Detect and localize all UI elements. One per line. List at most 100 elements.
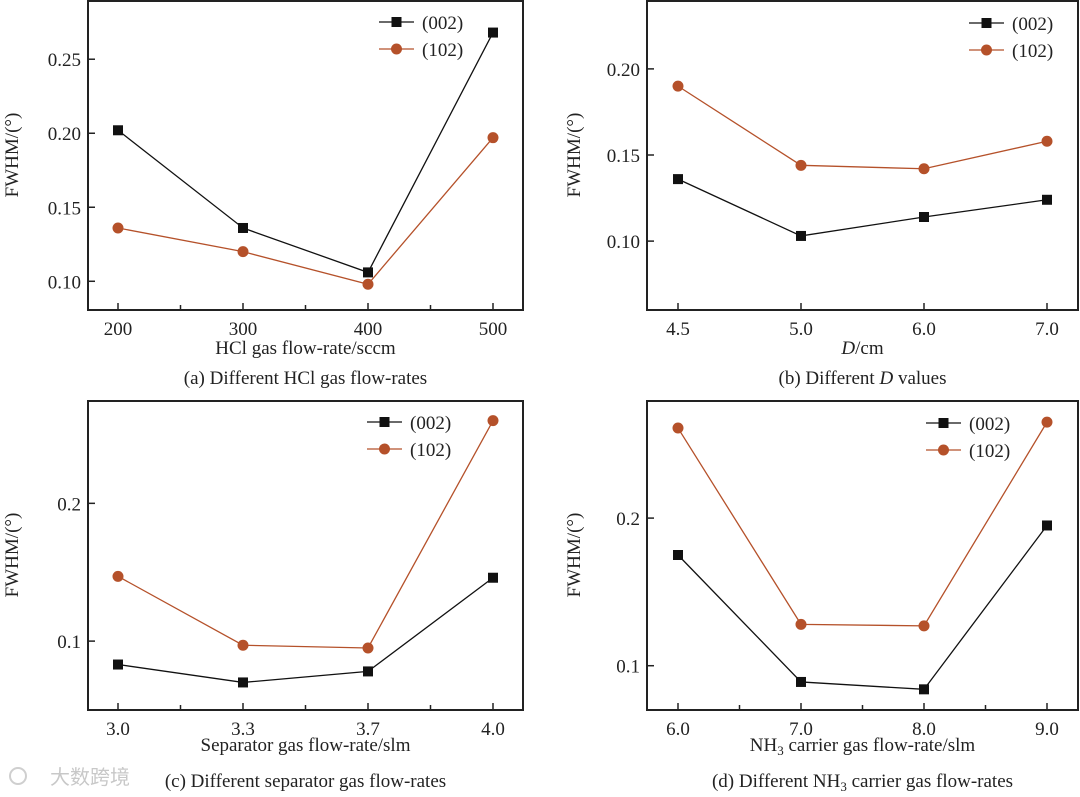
y-tick-label: 0.20 [607,60,640,81]
panel-caption-part: (c) Different separator gas flow-rates [165,771,446,792]
x-axis-label-part: D [840,338,855,359]
data-point-square [796,676,806,687]
data-point-circle [672,80,684,92]
y-axis-label: FWHM/(°) [564,113,585,198]
y-tick-label: 0.15 [607,146,640,167]
x-axis-label-part: HCl gas flow-rate/sccm [215,338,396,359]
legend-label: (002) [1012,14,1053,35]
x-axis-label-part: NH [750,735,778,756]
x-axis-label: NH3 carrier gas flow-rate/slm [750,735,976,758]
x-axis-label: HCl gas flow-rate/sccm [215,338,396,359]
data-point-square [113,659,123,670]
data-point-circle [918,620,930,632]
x-tick-label: 3.0 [106,719,130,740]
series-line-102 [677,85,1048,170]
series-line-002 [117,32,494,274]
data-point-square [113,125,123,136]
data-point-square [673,174,683,185]
series-line-002 [117,577,494,684]
series-line-102 [117,420,494,649]
watermark-text: 大数跨境 [50,765,130,789]
chart-panel-a: 200 300 400 500 0.10 0.15 0.20 0.25 FWHM/(°) HCl … [2,0,524,389]
panel-caption: (a) Different HCl gas flow-rates [184,368,427,389]
series-line-002 [677,525,1048,691]
legend-marker-square [938,418,949,428]
legend-marker-circle [391,43,402,55]
data-point-circle [672,422,684,434]
panel-caption-part: (d) Different NH [712,771,841,792]
data-point-square [1042,520,1052,531]
x-axis-label: Separator gas flow-rate/slm [201,735,411,756]
y-tick-label: 0.10 [607,232,640,253]
x-tick-label: 6.0 [912,319,936,340]
data-point-circle [362,642,374,654]
chart-panel-b: 4.5 5.0 6.0 7.0 0.10 0.15 0.20 FWHM/(°) D/cm (b) … [564,0,1079,389]
x-axis-label: D/cm [840,338,883,359]
x-tick-label: 3.7 [356,719,380,740]
data-point-square [363,666,373,677]
legend-marker-circle [981,44,992,56]
x-axis-label-part: /cm [855,338,884,359]
data-point-circle [362,278,374,290]
x-tick-label: 400 [354,319,383,340]
data-point-circle [795,618,807,630]
legend-marker-square [981,18,992,28]
legend-label: (102) [422,40,463,61]
legend-label: (002) [422,13,463,34]
panel-caption: (d) Different NH3 carrier gas flow-rates [712,771,1013,794]
plot-frame [87,400,524,711]
data-point-circle [237,246,249,258]
y-tick-label: 0.20 [48,124,81,145]
data-point-circle [795,159,807,171]
data-point-circle [112,570,124,582]
legend-label: (102) [410,440,451,461]
y-tick-label: 0.1 [616,657,640,678]
data-point-square [673,550,683,560]
data-point-square [919,212,929,222]
legend-marker-circle [379,443,390,455]
data-point-circle [487,415,499,427]
panel-caption: (c) Different separator gas flow-rates [165,771,446,792]
data-point-circle [487,132,499,144]
legend-label: (102) [1012,41,1053,62]
watermark-logo-icon [9,767,27,785]
series-line-002 [677,178,1048,237]
y-tick-label: 0.15 [48,198,81,219]
data-point-circle [1041,416,1053,428]
legend-label: (102) [969,441,1010,462]
chart-panel-c: 3.0 3.3 3.7 4.0 0.1 0.2 FWHM/(°) Separator gas … [2,400,524,792]
data-point-circle [918,163,930,175]
panel-caption-part: (b) Different [779,368,880,389]
x-tick-label: 4.5 [666,319,690,340]
y-tick-label: 0.25 [48,50,81,71]
panel-caption: (b) Different D values [779,368,947,389]
legend-label: (002) [410,413,451,434]
panel-caption-part: values [893,368,946,389]
panel-caption-part: D [878,368,893,389]
series-line-102 [117,137,494,285]
x-tick-label: 300 [229,319,258,340]
data-point-square [796,230,806,241]
panel-caption-part: (a) Different HCl gas flow-rates [184,368,427,389]
x-tick-label: 6.0 [666,719,690,740]
data-point-square [488,27,498,38]
y-tick-label: 0.2 [616,509,640,530]
panel-caption-part: carrier gas flow-rates [847,771,1013,792]
watermark-logo: 大数跨境 [9,765,130,789]
x-tick-label: 7.0 [1035,319,1059,340]
y-tick-label: 0.10 [48,272,81,293]
x-tick-label: 9.0 [1035,719,1059,740]
series-line-102 [677,421,1048,627]
data-point-square [238,222,248,233]
data-point-circle [1041,135,1053,147]
x-axis-label-part: carrier gas flow-rate/slm [784,735,976,756]
plot-frame [646,400,1079,711]
x-axis-label-part: Separator gas flow-rate/slm [201,735,411,756]
legend-marker-square [379,417,390,427]
data-point-square [238,677,248,688]
x-axis-label-part: 3 [777,743,784,758]
x-tick-label: 8.0 [912,719,936,740]
data-point-circle [237,639,249,651]
